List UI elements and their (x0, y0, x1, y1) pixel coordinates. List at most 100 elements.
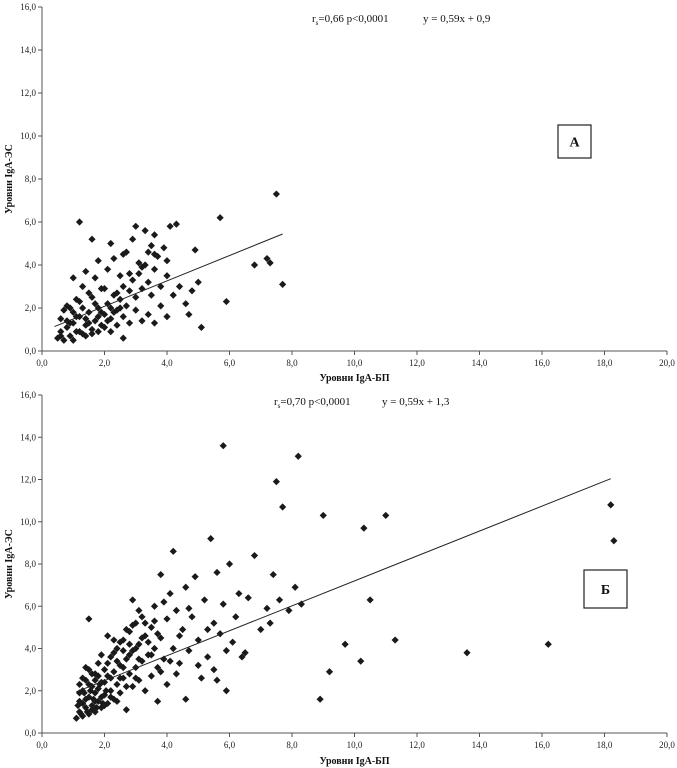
data-point (107, 239, 115, 248)
data-point (463, 649, 471, 657)
data-point (100, 310, 109, 319)
data-point (104, 699, 112, 708)
data-point (63, 317, 71, 325)
data-point (197, 323, 205, 331)
data-point (132, 222, 140, 230)
data-point (166, 222, 174, 230)
regression-equation: y = 0,59x + 0,9 (423, 13, 491, 25)
data-point (116, 689, 124, 697)
x-tick-label: 2,0 (99, 740, 111, 750)
data-point (82, 695, 90, 703)
data-point (250, 261, 259, 269)
data-point (89, 695, 98, 703)
data-point (138, 317, 146, 325)
data-point (88, 330, 96, 338)
x-tick-label: 6,0 (224, 358, 236, 368)
data-point (63, 323, 71, 331)
data-point (157, 668, 165, 676)
data-point (160, 244, 168, 252)
data-point (144, 248, 152, 256)
x-tick-label: 14,0 (472, 740, 488, 750)
correlation-symbol: r (274, 396, 278, 408)
x-tick-label: 20,0 (659, 740, 675, 750)
data-point (147, 672, 155, 680)
x-axis-label: Уровни IgA-БП (319, 756, 389, 767)
data-point (157, 570, 165, 579)
data-point (172, 220, 180, 228)
data-point (125, 640, 134, 648)
data-point (100, 323, 109, 331)
data-point (85, 615, 93, 623)
x-tick-label: 4,0 (161, 358, 173, 368)
data-point (116, 661, 124, 669)
data-point (272, 478, 280, 486)
data-point (88, 701, 96, 710)
data-point (125, 670, 134, 678)
x-tick-label: 18,0 (597, 740, 613, 750)
data-point (238, 653, 246, 661)
data-point (163, 313, 171, 321)
data-point (107, 328, 115, 336)
data-point (75, 697, 84, 705)
data-point (88, 706, 96, 714)
data-point (204, 653, 212, 661)
data-point (82, 332, 90, 340)
data-point (194, 278, 202, 286)
data-point (99, 699, 107, 708)
x-tick-label: 8,0 (286, 358, 298, 368)
data-point (66, 319, 74, 327)
x-tick-label: 12,0 (409, 358, 425, 368)
x-tick-label: 12,0 (409, 740, 425, 750)
data-point (207, 535, 215, 543)
x-tick-label: 16,0 (534, 740, 550, 750)
y-tick-label: 16,0 (20, 2, 36, 12)
data-point (104, 317, 112, 325)
data-point (325, 668, 334, 676)
data-point (244, 594, 252, 602)
data-point (122, 655, 130, 663)
data-point (104, 659, 112, 667)
data-point (357, 657, 365, 665)
data-point (138, 613, 146, 621)
y-tick-label: 6,0 (25, 601, 37, 611)
data-point (135, 655, 143, 663)
data-point (110, 291, 118, 299)
data-point (150, 250, 159, 258)
data-point (269, 570, 277, 579)
data-point (69, 274, 77, 282)
y-tick-label: 10,0 (20, 131, 36, 141)
data-point (204, 625, 212, 634)
data-point (86, 687, 95, 695)
data-point (91, 317, 99, 325)
data-point (85, 680, 93, 689)
data-point (91, 300, 99, 308)
data-point (69, 336, 77, 344)
data-point (188, 613, 196, 621)
data-point (222, 687, 230, 695)
y-tick-label: 0,0 (25, 728, 37, 738)
data-point (94, 659, 102, 667)
data-point (79, 712, 87, 720)
data-point (163, 615, 171, 623)
data-point (154, 697, 162, 705)
x-tick-label: 10,0 (347, 740, 363, 750)
data-point (319, 511, 327, 520)
y-tick-label: 14,0 (20, 432, 36, 442)
data-point (147, 291, 155, 299)
data-point (96, 680, 104, 689)
y-axis-label: Уровни IgA-ЭС (4, 529, 15, 599)
data-point (110, 668, 118, 676)
data-point (88, 325, 96, 334)
y-tick-label: 0,0 (25, 346, 37, 356)
data-point (197, 674, 205, 682)
trendline (54, 233, 283, 328)
data-point (100, 701, 109, 710)
data-point (72, 295, 80, 303)
data-point (72, 714, 80, 722)
data-point (163, 272, 171, 280)
data-point (185, 310, 193, 319)
data-point (88, 235, 96, 243)
data-point (119, 663, 127, 672)
data-point (169, 644, 177, 653)
